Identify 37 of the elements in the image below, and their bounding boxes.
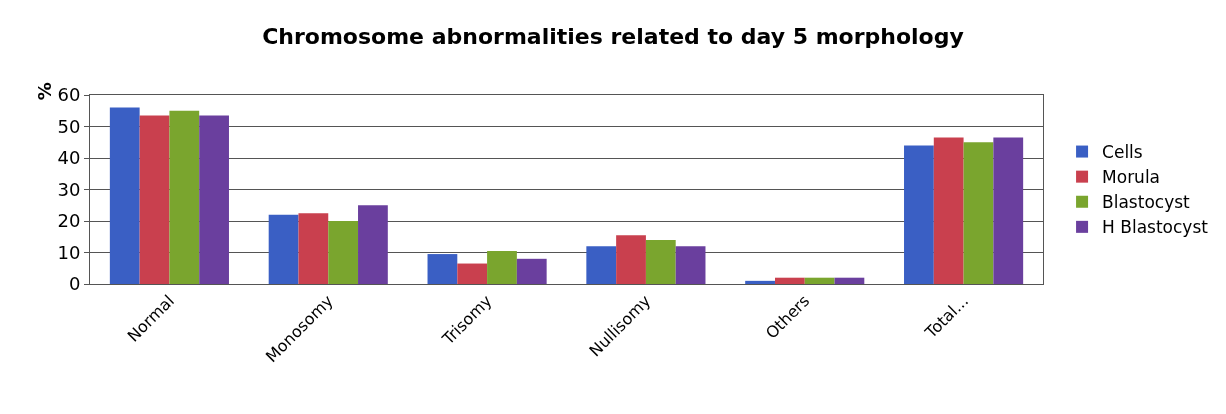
bar [616,235,646,284]
bar [328,221,359,284]
bar [963,142,994,284]
bar [427,254,458,284]
bar [745,280,775,284]
bar [487,250,517,284]
bar [933,137,964,284]
bar [169,110,200,284]
chart-title: Chromosome abnormalities related to day 5 morphology [262,24,964,50]
bar [586,246,617,284]
y-tick-label: 0 [68,273,81,295]
bar [993,137,1024,284]
bar [298,213,329,284]
bar [904,145,934,284]
y-tick-label: 50 [57,115,81,137]
bar [675,246,706,284]
y-tick-label: 60 [57,84,81,106]
bar [358,205,388,284]
bar [457,263,488,284]
bar [774,277,805,284]
y-tick-label: 30 [57,178,81,200]
legend-label: Cells [1102,142,1143,163]
bar [199,115,229,284]
y-axis-title: % [34,82,56,101]
bar [109,107,140,284]
y-tick-label: 10 [57,241,81,263]
bar [804,277,835,284]
bar [516,258,547,284]
y-tick-label: 20 [57,210,81,232]
legend-label: H Blastocyst [1102,217,1209,238]
legend-label: Morula [1102,167,1161,188]
bar [645,239,676,284]
bar [139,115,170,284]
bar [834,277,865,284]
y-tick-label: 40 [57,147,81,169]
legend-label: Blastocyst [1102,192,1191,213]
bar [268,214,299,284]
